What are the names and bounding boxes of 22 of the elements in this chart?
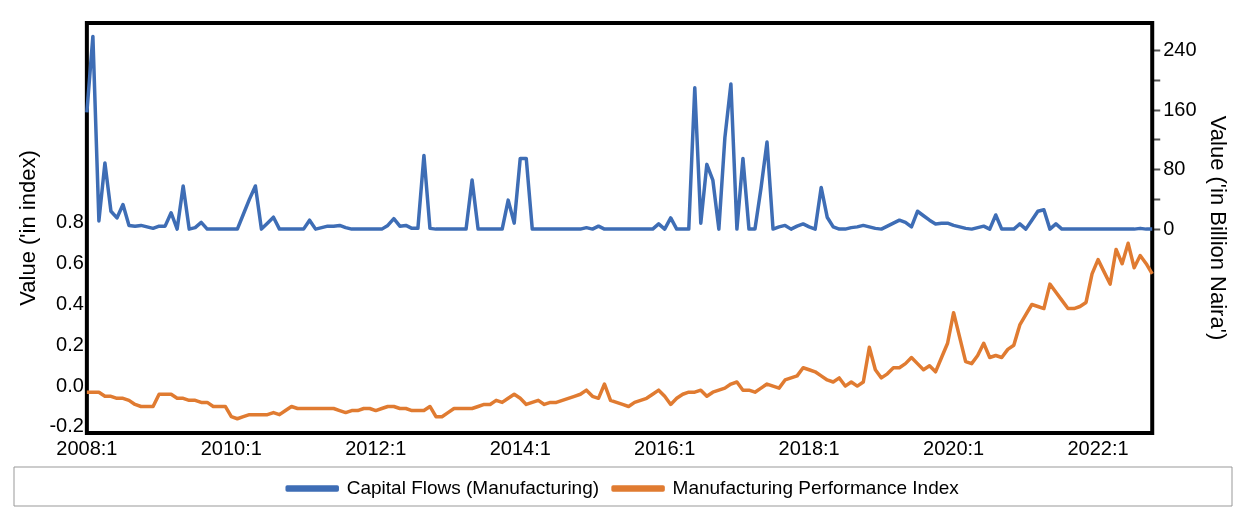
y-axis-title: Value ('in index) [15, 150, 41, 306]
x-tick-label: 2008:1 [56, 436, 118, 459]
x-tick-label: 2018:1 [778, 436, 840, 459]
y-tick-label: 0.8 [56, 210, 84, 233]
y-tick-label: 0.6 [56, 251, 84, 274]
y-tick-label: -0.2 [49, 414, 84, 437]
y2-tick-label: 0 [1163, 216, 1175, 239]
y2-tick-label: 160 [1163, 97, 1197, 120]
x-tick-label: 2020:1 [923, 436, 985, 459]
x-tick-label: 2010:1 [200, 436, 262, 459]
legend-label: Manufacturing Performance Index [672, 476, 960, 498]
x-tick-label: 2012:1 [345, 436, 407, 459]
y2-axis-title: Value ('in Billion Naira') [1205, 115, 1231, 341]
x-tick-label: 2022:1 [1067, 436, 1129, 459]
x-tick-label: 2016:1 [634, 436, 696, 459]
x-tick-label: 2014:1 [489, 436, 551, 459]
legend-label: Capital Flows (Manufacturing) [346, 476, 600, 498]
y-tick-label: 0.4 [56, 292, 84, 315]
y-tick-label: 0.2 [56, 332, 84, 355]
y2-tick-label: 240 [1163, 38, 1197, 61]
y-tick-label: 0.0 [56, 373, 84, 396]
y2-tick-label: 80 [1163, 157, 1186, 180]
